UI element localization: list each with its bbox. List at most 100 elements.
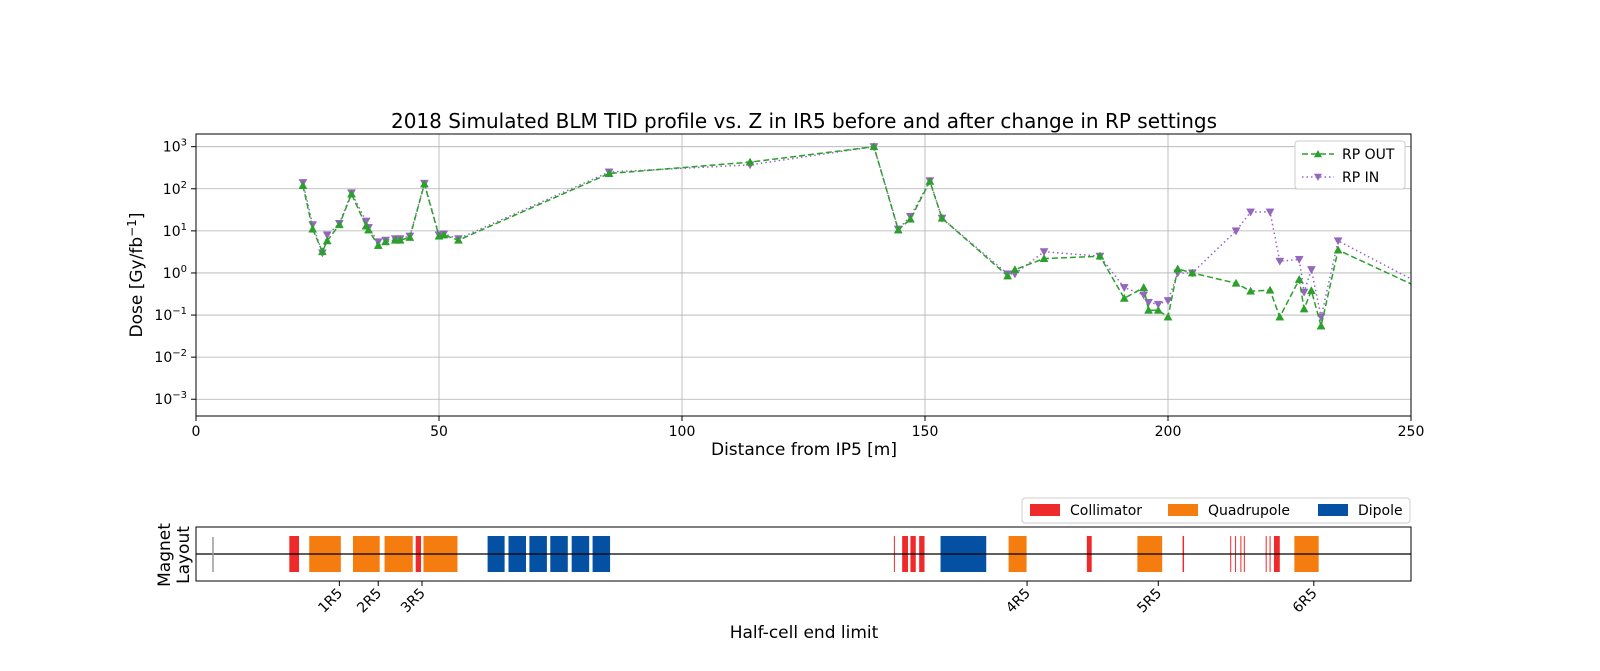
data-point (395, 235, 405, 244)
data-point (1246, 208, 1256, 217)
x-tick-label: 100 (669, 424, 696, 440)
data-point (1153, 300, 1163, 309)
data-point (1003, 271, 1013, 280)
layout-legend: Collimator Quadrupole Dipole (1021, 497, 1411, 524)
data-point (1095, 251, 1105, 260)
data-point (439, 230, 449, 239)
data-point (1139, 283, 1149, 292)
data-point (1039, 254, 1049, 262)
data-point (1231, 227, 1241, 236)
data-point (1119, 293, 1129, 302)
data-point (405, 232, 415, 241)
x-tick-label: 250 (1398, 424, 1425, 440)
data-point (604, 169, 614, 177)
data-point (905, 214, 915, 223)
data-point (1294, 255, 1304, 264)
data-point (334, 220, 344, 229)
x-tick-label: 0 (192, 424, 201, 440)
legend-label: Quadrupole (1208, 503, 1290, 519)
layout-x-label: Half-cell end limit (730, 623, 879, 643)
half-cell-tick-label: 4R5 (1003, 586, 1034, 617)
data-point (308, 224, 318, 233)
legend-label: RP IN (1342, 170, 1379, 186)
data-point (1173, 264, 1183, 273)
data-point (745, 157, 755, 166)
half-cell-tick-label: 3R5 (398, 586, 429, 617)
data-point (322, 236, 332, 245)
data-point (298, 180, 308, 189)
legend-swatch (1168, 504, 1198, 516)
layout-frame (195, 526, 1412, 582)
data-point (1119, 284, 1129, 293)
data-point (1306, 266, 1316, 275)
layout-y-label-line1: Magnet (155, 523, 175, 587)
y-tick-label: 10−1 (154, 306, 187, 324)
data-point (347, 189, 356, 198)
layout-y-label-line2: Layout (174, 526, 194, 584)
chart-title: 2018 Simulated BLM TID profile vs. Z in … (391, 109, 1217, 133)
half-cell-tick-label: 2R5 (354, 586, 385, 617)
y-tick-label: 10−3 (154, 390, 187, 408)
data-point (454, 235, 463, 244)
series-rp-out (298, 142, 1412, 330)
half-cell-tick-label: 5R5 (1134, 586, 1165, 617)
legend: RP OUT RP IN (1294, 140, 1406, 190)
data-point (937, 213, 947, 222)
series-line (302, 145, 1412, 327)
data-point (1306, 286, 1316, 295)
data-point (1144, 298, 1153, 307)
data-point (317, 247, 327, 256)
legend-swatch (1318, 504, 1348, 516)
y-tick-label: 101 (163, 222, 187, 240)
series-group (298, 142, 1412, 330)
y-tick-label: 102 (163, 180, 187, 198)
series-line (302, 145, 1412, 318)
data-point (1010, 265, 1020, 274)
data-point (373, 240, 383, 249)
data-point (381, 237, 390, 246)
data-point (1265, 285, 1275, 294)
data-point (1153, 305, 1163, 314)
y-axis-ticks: 103 102 101 100 10−1 10−2 10−3 (154, 138, 196, 408)
plot-frame (195, 133, 1412, 417)
data-point (1333, 245, 1343, 254)
series-rp-in (298, 143, 1412, 322)
legend-label: Dipole (1358, 503, 1403, 519)
data-point (925, 176, 935, 185)
data-point (1299, 304, 1309, 313)
x-tick-label: 200 (1155, 424, 1182, 440)
data-point (1275, 312, 1285, 321)
legend-box (1294, 140, 1406, 190)
data-point (1316, 313, 1326, 322)
x-axis-ticks: 0 50 100 150 200 250 (192, 416, 1425, 440)
half-cell-tick-label: 6R5 (1290, 586, 1321, 617)
x-tick-label: 50 (430, 424, 448, 440)
legend-swatch (1030, 504, 1060, 516)
grid (195, 134, 1412, 416)
data-point (1231, 278, 1241, 287)
legend-marker (1314, 173, 1322, 181)
data-point (1163, 312, 1173, 321)
y-tick-label: 103 (163, 138, 187, 156)
data-point (1294, 274, 1304, 283)
data-point (1265, 208, 1275, 217)
data-point (1144, 305, 1153, 314)
data-point (1163, 297, 1173, 306)
data-point (893, 225, 903, 234)
data-point (869, 142, 879, 151)
half-cell-ticks: 1R5 2R5 3R5 4R5 5R5 6R5 (315, 581, 1321, 617)
y-tick-label: 10−2 (154, 348, 187, 366)
data-point (1039, 248, 1049, 257)
data-point (1333, 237, 1343, 246)
legend-label: RP OUT (1342, 147, 1395, 163)
data-point (419, 179, 429, 188)
layout-legend-box (1021, 497, 1411, 524)
data-point (1316, 321, 1326, 330)
data-point (1246, 286, 1256, 295)
legend-label: Collimator (1070, 503, 1142, 519)
data-point (1275, 257, 1285, 266)
dose-chart: 2018 Simulated BLM TID profile vs. Z in … (125, 109, 1424, 460)
magnet-layout-chart: Collimator Quadrupole Dipole 1R5 2R5 3R5 4R5 5… (155, 497, 1412, 643)
data-point (322, 231, 332, 240)
